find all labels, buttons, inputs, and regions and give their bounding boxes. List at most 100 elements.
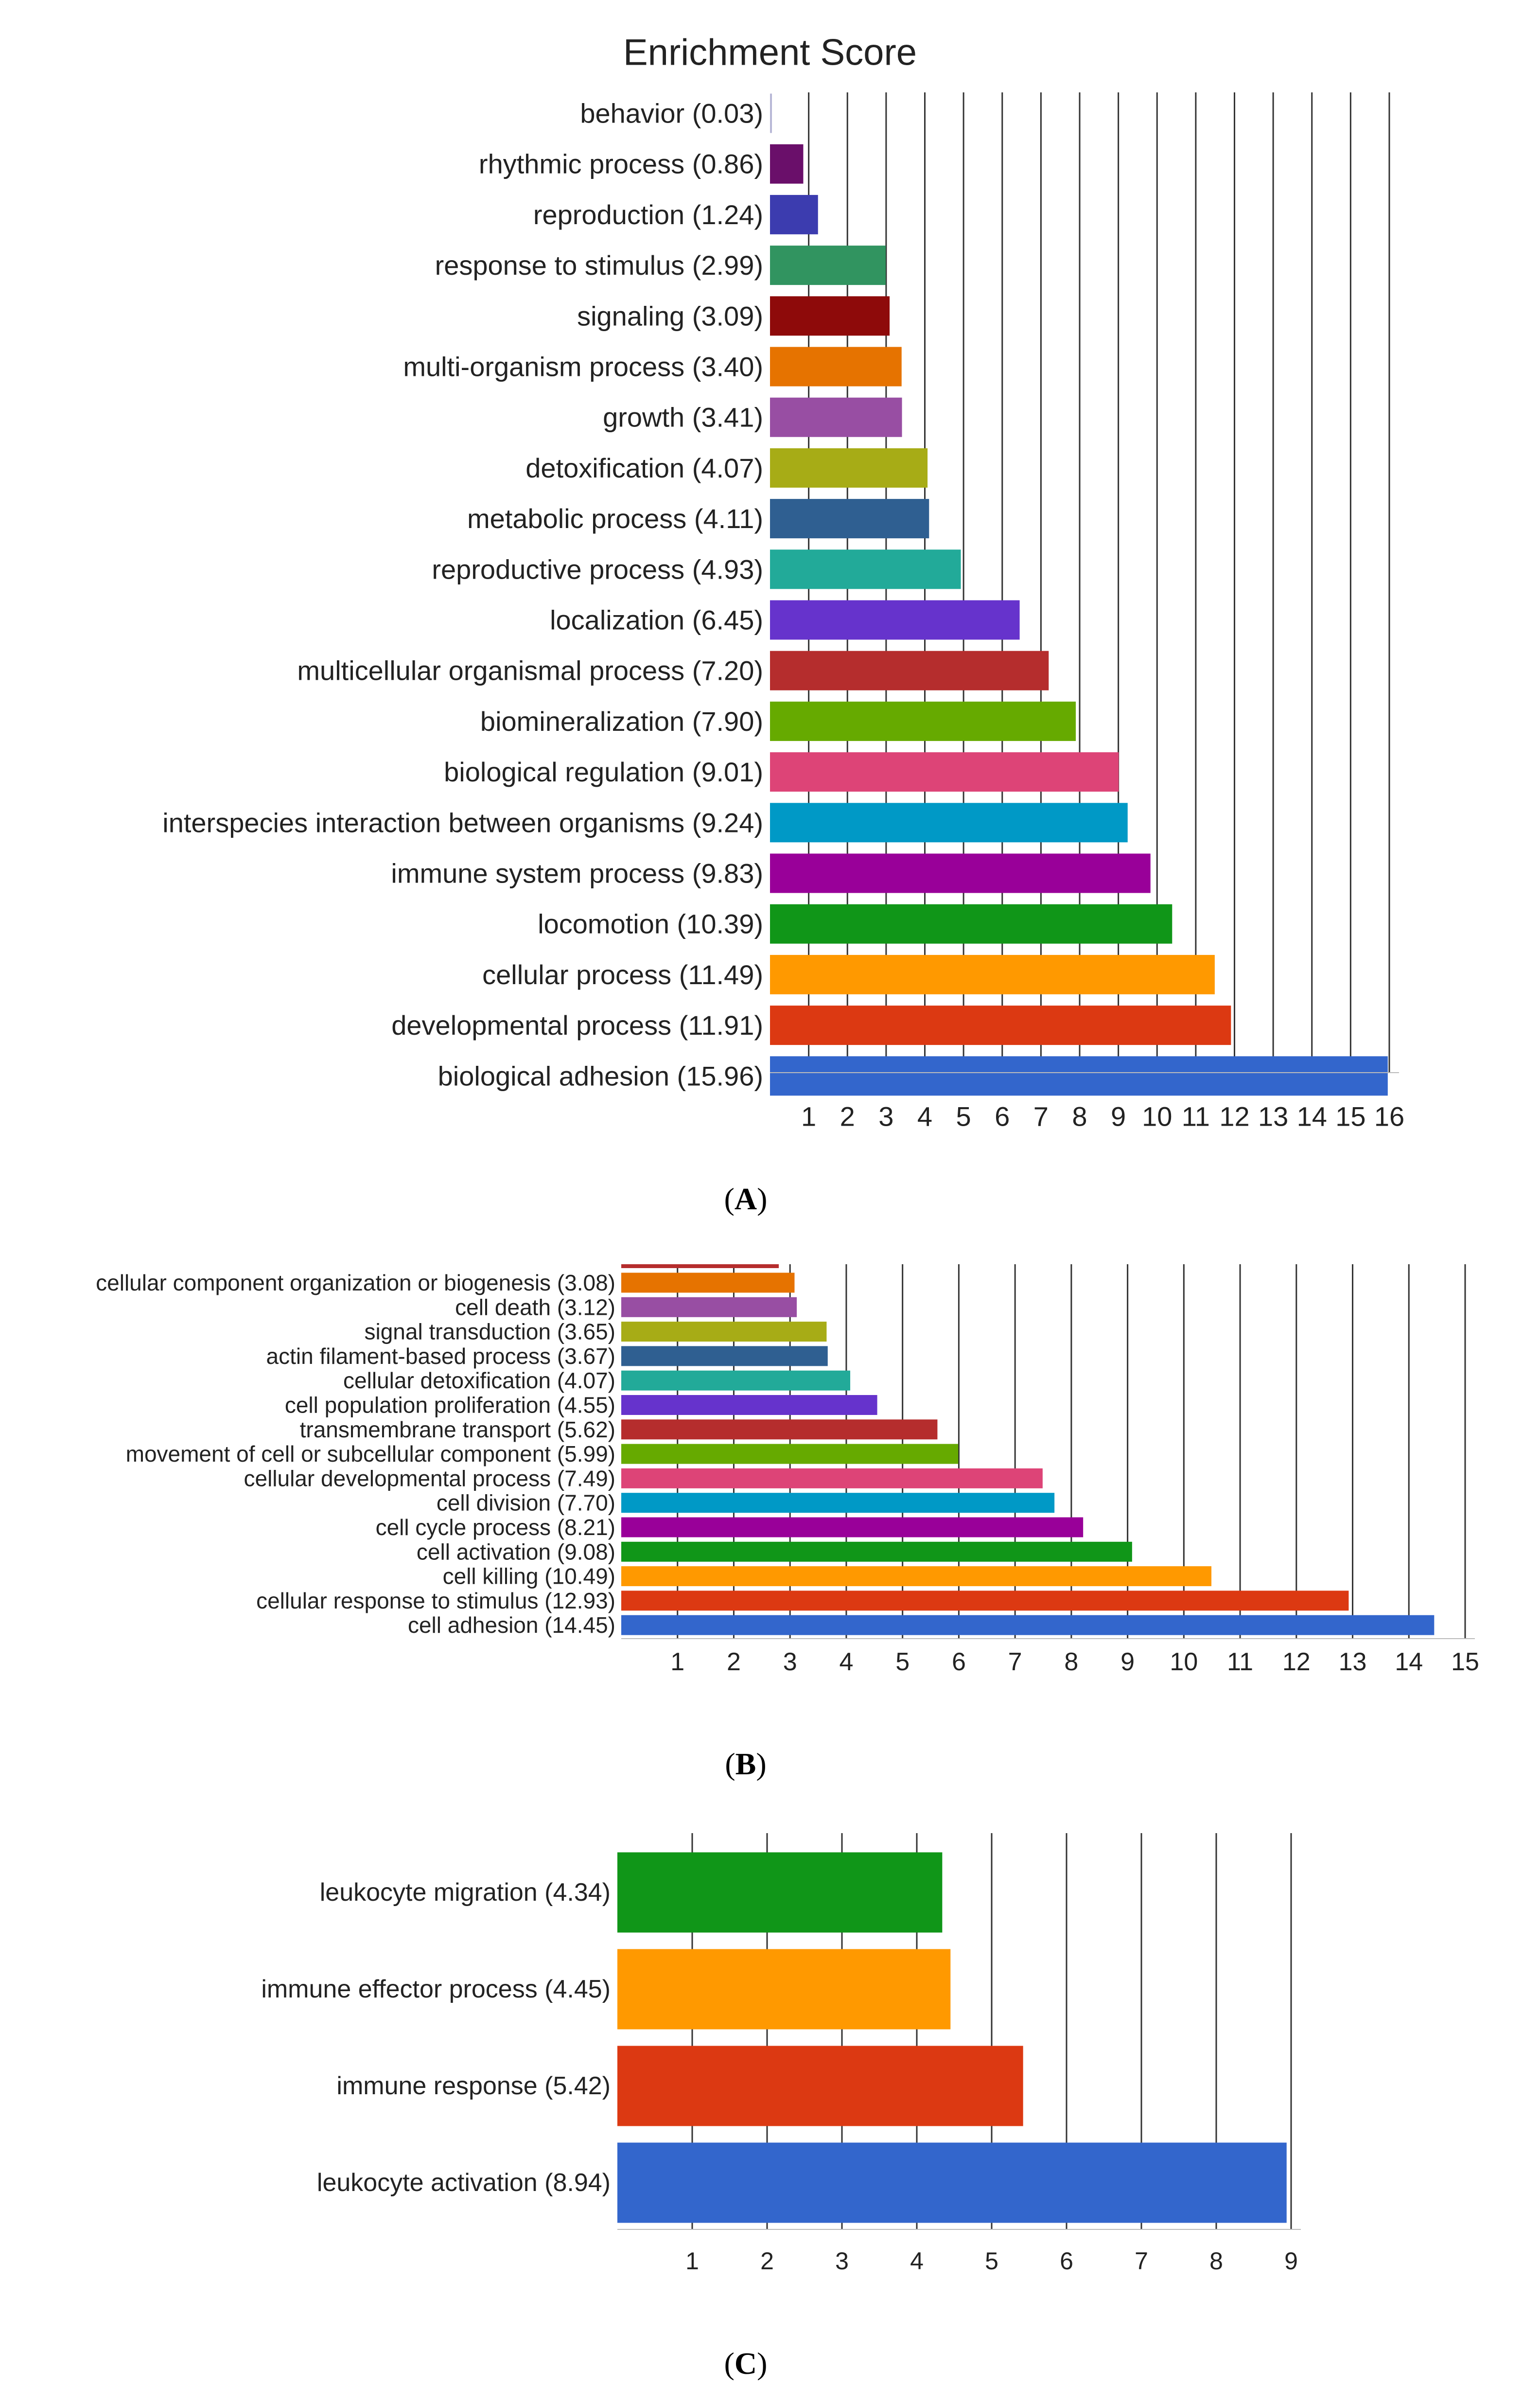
x-tick-label: 14	[1395, 1648, 1423, 1676]
x-tick-label: 10	[1142, 1101, 1172, 1132]
x-tick-label: 12	[1282, 1648, 1311, 1676]
category-labels: leukocyte migration (4.34) immune effecto…	[261, 1878, 611, 2197]
x-tick-label: 8	[1209, 2247, 1223, 2275]
bar-partial	[621, 1264, 779, 1268]
category-label: biological regulation (9.01)	[444, 757, 763, 787]
bar	[621, 1615, 1435, 1635]
bar	[770, 549, 961, 589]
category-label: cellular component organization or bioge…	[96, 1270, 615, 1295]
bar	[621, 1419, 938, 1440]
bar	[770, 803, 1128, 843]
x-tick-label: 6	[995, 1101, 1010, 1132]
x-tick-label: 7	[1008, 1648, 1022, 1676]
chart-title: Enrichment Score	[623, 32, 917, 73]
bar	[621, 1346, 828, 1366]
bar	[621, 1517, 1084, 1537]
category-label: cellular process (11.49)	[482, 959, 763, 990]
category-label: behavior (0.03)	[580, 98, 763, 129]
bar	[617, 1949, 951, 2030]
x-tick-label: 8	[1072, 1101, 1087, 1132]
x-tick-label: 3	[783, 1648, 797, 1676]
bar	[770, 93, 772, 133]
category-label: leukocyte activation (8.94)	[317, 2169, 611, 2197]
category-label: response to stimulus (2.99)	[435, 250, 763, 281]
x-tick-label: 1	[685, 2247, 699, 2275]
x-tick-label: 10	[1170, 1648, 1198, 1676]
category-label: biological adhesion (15.96)	[438, 1060, 763, 1091]
category-label: biomineralization (7.90)	[480, 706, 763, 737]
bar	[621, 1541, 1132, 1562]
category-label: cellular detoxification (4.07)	[343, 1368, 615, 1393]
x-tick-label: 6	[1060, 2247, 1073, 2275]
category-label: cellular response to stimulus (12.93)	[256, 1588, 615, 1613]
x-tick-label: 7	[1033, 1101, 1049, 1132]
category-label: cell division (7.70)	[437, 1490, 615, 1516]
bar	[617, 2142, 1287, 2223]
bar	[621, 1297, 797, 1317]
gridlines	[808, 92, 1390, 1073]
bar	[770, 194, 818, 234]
category-labels: cellular component organization or bioge…	[96, 1270, 615, 1638]
bar	[617, 2046, 1023, 2126]
category-label: immune effector process (4.45)	[261, 1975, 611, 2003]
category-labels: behavior (0.03) rhythmic process (0.86) re…	[162, 98, 763, 1092]
bar	[770, 499, 929, 539]
x-tick-label: 7	[1135, 2247, 1148, 2275]
bar	[621, 1370, 851, 1391]
bar	[621, 1444, 959, 1464]
bar	[770, 954, 1215, 994]
x-tick-label: 4	[917, 1101, 932, 1132]
bar	[621, 1590, 1349, 1611]
category-label: cellular developmental process (7.49)	[244, 1466, 615, 1491]
x-tick-label: 12	[1219, 1101, 1249, 1132]
bar	[770, 1056, 1388, 1096]
category-label: immune response (5.42)	[336, 2072, 611, 2100]
category-label: actin filament-based process (3.67)	[266, 1343, 615, 1369]
category-label: localization (6.45)	[550, 605, 763, 636]
category-label: leukocyte migration (4.34)	[320, 1878, 611, 1907]
bar	[770, 246, 886, 285]
bar	[621, 1272, 795, 1293]
bar	[621, 1566, 1212, 1587]
chart-panel-c: leukocyte migration (4.34) immune effecto…	[261, 1833, 1301, 2381]
panel-caption: (B)	[725, 1747, 766, 1781]
x-tick-label: 3	[878, 1101, 893, 1132]
bar	[617, 1852, 943, 1933]
bar	[770, 600, 1020, 640]
chart-panel-a: behavior (0.03) rhythmic process (0.86) re…	[162, 32, 1404, 1216]
bar	[770, 448, 928, 488]
category-label: reproduction (1.24)	[533, 199, 763, 230]
category-label: cell death (3.12)	[455, 1294, 615, 1320]
category-label: cell killing (10.49)	[443, 1564, 615, 1589]
category-label: signaling (3.09)	[577, 300, 763, 331]
bar	[770, 752, 1119, 792]
category-label: immune system process (9.83)	[391, 858, 763, 889]
panel-caption: (A)	[724, 1182, 768, 1216]
x-tick-label: 13	[1258, 1101, 1288, 1132]
bar	[770, 347, 902, 387]
x-tick-label: 11	[1182, 1101, 1210, 1132]
category-label: cell population proliferation (4.55)	[285, 1393, 615, 1418]
category-label: transmembrane transport (5.62)	[300, 1417, 615, 1442]
bar	[770, 144, 804, 184]
x-tick-label: 2	[840, 1101, 855, 1132]
x-tick-label: 14	[1297, 1101, 1327, 1132]
bar	[770, 397, 902, 437]
bars	[621, 1264, 1435, 1635]
x-tick-label: 4	[839, 1648, 853, 1676]
x-tick-label: 13	[1339, 1648, 1367, 1676]
category-label: detoxification (4.07)	[525, 453, 763, 483]
x-tick-label: 2	[727, 1648, 741, 1676]
category-label: cell activation (9.08)	[417, 1539, 615, 1564]
category-label: reproductive process (4.93)	[432, 554, 763, 584]
x-tick-label: 1	[670, 1648, 684, 1676]
x-tick-label: 16	[1374, 1101, 1404, 1132]
x-tick-label: 6	[952, 1648, 966, 1676]
bar	[770, 651, 1049, 690]
x-tick-label: 15	[1451, 1648, 1479, 1676]
x-tick-label: 1	[801, 1101, 816, 1132]
x-tick-label: 5	[956, 1101, 971, 1132]
x-tick-label: 5	[985, 2247, 998, 2275]
x-tick-label: 8	[1064, 1648, 1078, 1676]
category-label: movement of cell or subcellular componen…	[126, 1441, 615, 1466]
